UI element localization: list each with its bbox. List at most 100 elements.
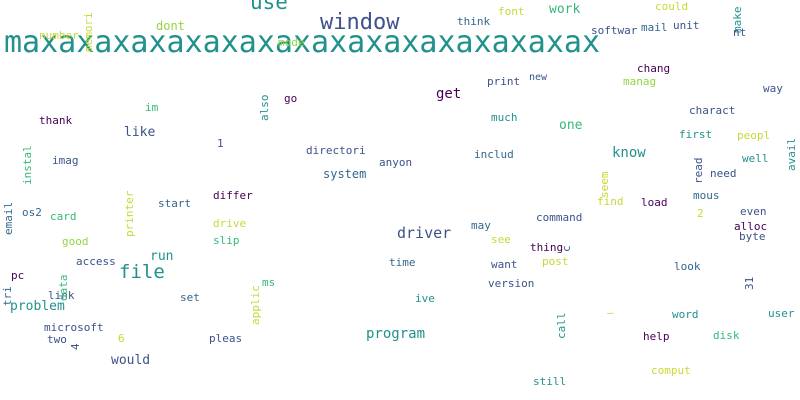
word-34: thank (39, 114, 73, 127)
word-81: disk (713, 329, 740, 342)
word-7: program (366, 326, 426, 342)
word-19: think (457, 15, 491, 28)
word-12: run (150, 249, 174, 264)
word-52: 2 (697, 207, 704, 220)
word-60: thing (530, 241, 564, 254)
word-68: ms (262, 276, 276, 289)
word-16: dont (156, 19, 185, 33)
word-87: also (258, 94, 271, 122)
word-98: applic (249, 285, 262, 325)
word-18: could (655, 0, 689, 13)
word-65: want (491, 258, 518, 271)
word-91: seem (598, 171, 611, 199)
word-35: first (679, 128, 713, 141)
word-42: imag (52, 154, 79, 167)
word-14: work (549, 2, 581, 17)
word-5: driver (397, 224, 452, 242)
word-82: comput (651, 364, 691, 377)
word-32: much (491, 111, 518, 124)
word-31: im (145, 101, 159, 114)
word-99: tri (1, 286, 14, 306)
word-45: differ (213, 189, 253, 202)
word-66: look (674, 260, 701, 273)
word-36: peopl (737, 129, 771, 142)
word-8: problem (10, 299, 65, 314)
word-9: know (612, 145, 646, 161)
word-83: still (533, 375, 567, 388)
word-77: — (607, 306, 614, 319)
word-62: good (62, 235, 89, 248)
word-58: may (471, 219, 491, 232)
word-100: call (555, 312, 568, 340)
word-53: os2 (22, 206, 42, 219)
word-50: alloc (734, 220, 768, 233)
word-21: unit (673, 19, 700, 32)
word-88: instal (21, 145, 34, 185)
word-54: card (50, 210, 77, 223)
word-80: help (643, 330, 670, 343)
word-2: window (320, 10, 400, 35)
word-15: system (323, 167, 367, 181)
word-86: nt (733, 26, 747, 39)
word-39: directori (306, 144, 366, 157)
word-96: data (57, 274, 70, 302)
word-92: read (692, 157, 705, 185)
word-38: need (710, 167, 737, 180)
word-61: post (542, 255, 569, 268)
word-89: printer (123, 190, 136, 237)
word-23: number (39, 29, 79, 42)
word-64: time (389, 256, 416, 269)
word-41: anyon (379, 156, 413, 169)
word-75: 6 (118, 332, 125, 345)
word-25: chang (637, 62, 671, 75)
word-71: set (180, 291, 200, 304)
word-69: version (488, 277, 535, 290)
word-70: link (48, 289, 75, 302)
word-37: well (742, 152, 769, 165)
word-56: slip (213, 234, 240, 247)
word-95: c (560, 245, 573, 252)
word-17: font (498, 5, 525, 18)
word-55: drive (213, 217, 247, 230)
word-44: start (158, 197, 192, 210)
word-78: word (672, 308, 699, 321)
word-48: mous (693, 189, 720, 202)
word-90: email (2, 201, 15, 235)
word-20: mail (641, 21, 668, 34)
word-97: 4 (69, 343, 82, 350)
word-4: file (119, 261, 165, 283)
word-46: find (597, 195, 624, 208)
word-49: even (740, 205, 767, 218)
word-27: print (487, 75, 521, 88)
word-11: one (559, 118, 583, 133)
word-63: access (76, 255, 116, 268)
word-76: pleas (209, 332, 243, 345)
word-22: softwar (591, 24, 638, 37)
word-28: new (529, 72, 548, 83)
word-10: like (124, 125, 156, 140)
word-6: get (436, 86, 462, 102)
word-84: memori (82, 12, 95, 52)
word-59: see (491, 233, 511, 246)
word-67: pc (11, 269, 25, 282)
word-79: user (768, 307, 795, 320)
word-3: use (250, 0, 288, 14)
word-13: would (111, 353, 151, 368)
word-1: maxaxaxaxaxaxaxaxaxaxaxaxaxaxaxax (4, 25, 601, 60)
word-30: go (284, 92, 298, 105)
word-74: two (47, 333, 67, 346)
word-29: way (763, 82, 783, 95)
word-57: command (536, 211, 583, 224)
word-94: 31 (743, 276, 756, 290)
word-93: avail (785, 137, 798, 171)
word-33: charact (689, 104, 736, 117)
word-43: 1 (217, 137, 224, 150)
word-40: includ (474, 148, 514, 161)
word-26: manag (623, 75, 657, 88)
word-47: load (641, 196, 668, 209)
word-72: ive (415, 292, 435, 305)
word-24: mode (278, 36, 305, 49)
word-51: byte (739, 230, 766, 243)
word-73: microsoft (44, 321, 104, 334)
